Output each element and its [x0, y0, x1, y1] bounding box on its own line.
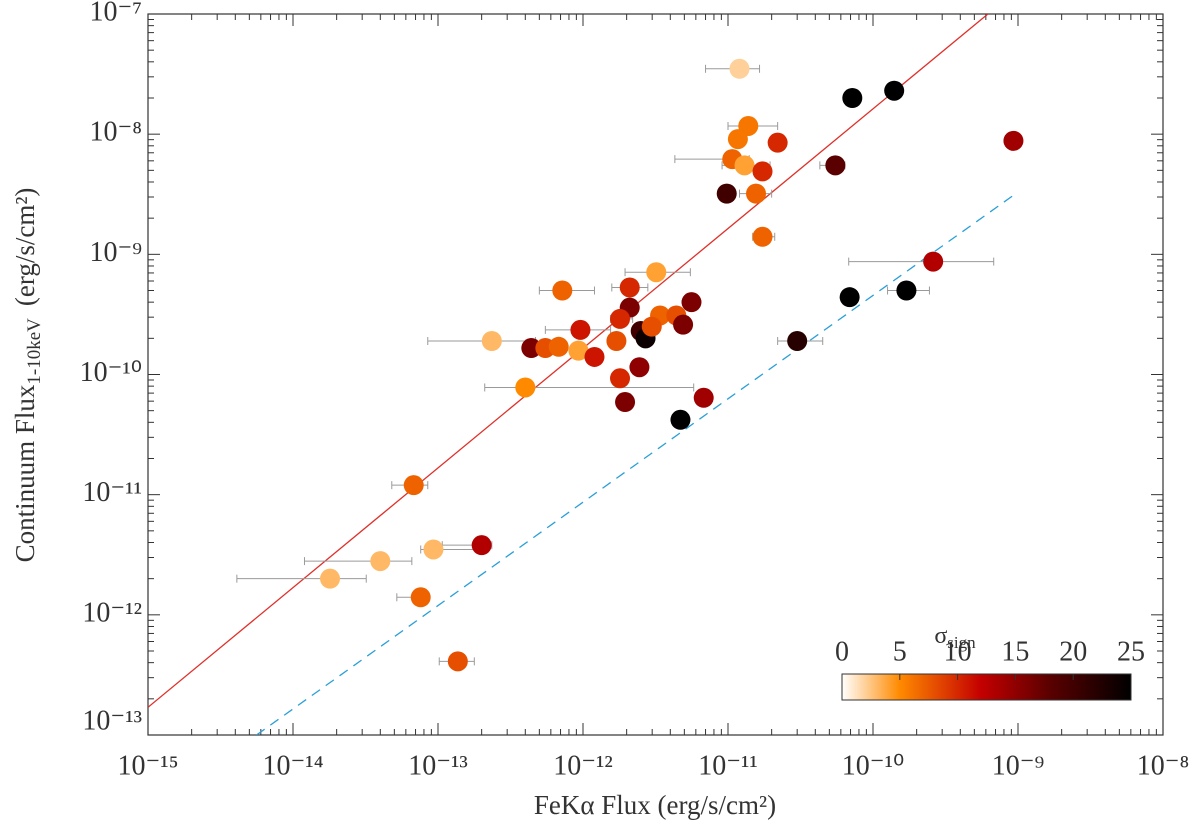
y-tick-label: 10⁻¹³	[82, 705, 142, 736]
point	[641, 316, 662, 337]
colorbar-label: σ	[934, 623, 947, 649]
point	[552, 280, 573, 301]
point	[615, 392, 636, 413]
point	[481, 331, 502, 352]
point	[410, 587, 431, 608]
point	[606, 331, 627, 352]
y-title-main: Continuum Flux	[10, 384, 40, 562]
point	[839, 287, 860, 308]
point	[320, 568, 341, 589]
point	[619, 277, 640, 298]
colorbar-tick-label: 0	[835, 636, 849, 667]
point	[716, 183, 737, 204]
x-tick-label: 10⁻¹⁴	[263, 750, 324, 781]
point	[923, 251, 944, 272]
x-tick-label: 10⁻¹³	[408, 750, 468, 781]
point	[646, 262, 667, 283]
colorbar-tick-label: 25	[1117, 636, 1145, 667]
point	[752, 161, 773, 182]
point	[693, 387, 714, 408]
point	[629, 357, 650, 378]
fit-line	[148, 14, 989, 708]
y-tick-label: 10⁻¹¹	[82, 477, 142, 508]
y-title-unit: (erg/s/cm²)	[10, 188, 40, 307]
colorbar-tick-label: 20	[1059, 636, 1087, 667]
y-tick-label: 10⁻⁸	[89, 117, 142, 148]
fit-line	[256, 194, 1014, 735]
point	[734, 155, 755, 176]
plot-area	[148, 14, 1024, 735]
plot-frame	[147, 13, 1164, 736]
point	[515, 377, 536, 398]
colorbar-title: σsign	[934, 623, 976, 652]
point	[896, 280, 917, 301]
y-tick-label: 10⁻¹⁰	[80, 357, 142, 388]
y-tick-label: 10⁻⁷	[89, 0, 142, 27]
x-tick-label: 10⁻¹¹	[698, 750, 758, 781]
point	[670, 409, 691, 430]
x-tick-label: 10⁻⁸	[1137, 750, 1190, 781]
colorbar-tick-label: 10	[944, 636, 972, 667]
point	[884, 80, 905, 101]
point	[825, 155, 846, 176]
colorbar-tick-label: 15	[1001, 636, 1029, 667]
point	[568, 340, 589, 361]
x-tick-label: 10⁻¹⁵	[118, 750, 179, 781]
point	[548, 336, 569, 357]
point	[610, 368, 631, 389]
point	[447, 651, 468, 672]
y-title-sub: 1-10keV	[24, 318, 45, 385]
point	[729, 58, 750, 79]
point	[570, 319, 591, 340]
point	[403, 475, 424, 496]
point	[727, 129, 748, 150]
point	[471, 535, 492, 556]
y-tick-label: 10⁻⁹	[89, 237, 142, 268]
x-tick-label: 10⁻¹⁰	[842, 750, 904, 781]
point	[681, 292, 702, 313]
point	[752, 226, 773, 247]
point	[842, 87, 863, 108]
point	[787, 331, 808, 352]
point	[767, 132, 788, 153]
colorbar-tick-label: 5	[893, 636, 907, 667]
x-axis-title: FeKα Flux (erg/s/cm²)	[534, 790, 776, 820]
point	[423, 539, 444, 560]
y-axis-title: Continuum Flux1-10keV (erg/s/cm²)	[10, 188, 45, 563]
point	[673, 314, 694, 335]
point	[584, 346, 605, 367]
point	[1003, 130, 1024, 151]
point	[746, 183, 767, 204]
colorbar-label-sub: sign	[947, 633, 976, 652]
point	[370, 551, 391, 572]
x-tick-label: 10⁻¹²	[553, 750, 613, 781]
point	[521, 338, 542, 359]
colorbar	[841, 673, 1132, 701]
x-tick-label: 10⁻⁹	[992, 750, 1045, 781]
point	[610, 308, 631, 329]
y-tick-label: 10⁻¹²	[82, 597, 142, 628]
